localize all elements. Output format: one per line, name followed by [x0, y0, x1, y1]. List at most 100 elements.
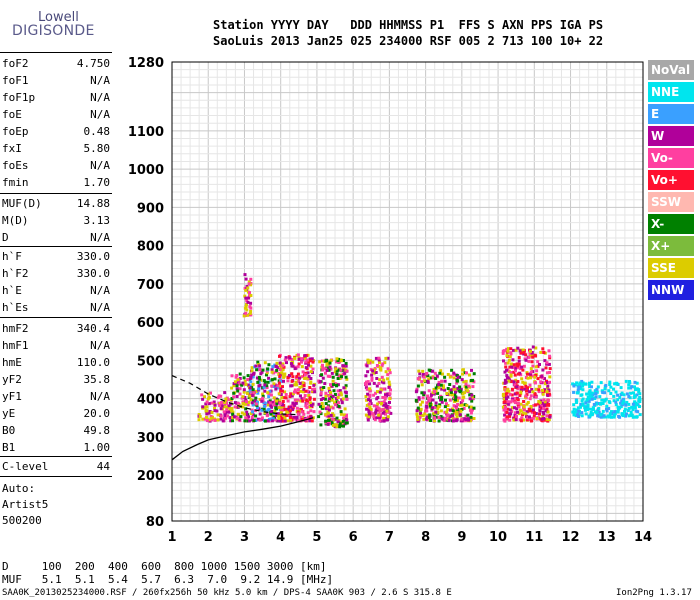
echo-point — [545, 390, 549, 394]
echo-point — [517, 412, 521, 416]
echo-point — [454, 390, 457, 394]
echo-point — [286, 379, 290, 383]
echo-point — [503, 400, 507, 404]
echo-point — [520, 365, 524, 369]
echo-point — [471, 396, 475, 400]
echo-point — [232, 395, 236, 399]
echo-point — [207, 411, 211, 415]
echo-point — [576, 388, 580, 392]
echo-point — [458, 385, 462, 389]
echo-point — [590, 397, 594, 401]
echo-point — [283, 419, 287, 423]
echo-point — [466, 413, 470, 417]
echo-point — [587, 399, 591, 403]
echo-point — [207, 402, 211, 406]
echo-point — [210, 418, 214, 422]
echo-point — [609, 392, 613, 395]
echo-point — [545, 361, 549, 365]
echo-point — [597, 410, 601, 414]
echo-point — [235, 384, 239, 388]
echo-point — [277, 372, 281, 376]
echo-point — [332, 383, 335, 387]
legend-item: SSW — [648, 192, 694, 212]
echo-point — [415, 387, 419, 391]
echo-point — [279, 387, 283, 391]
echo-point — [630, 413, 634, 417]
echo-point — [546, 381, 549, 384]
echo-point — [427, 416, 431, 420]
echo-point — [299, 394, 302, 398]
echo-point — [537, 390, 541, 394]
echo-point — [441, 372, 444, 376]
param-value: N/A — [90, 74, 110, 87]
echo-point — [431, 376, 435, 380]
echo-point — [326, 410, 330, 414]
echo-point — [252, 372, 255, 376]
echo-point — [574, 410, 578, 414]
echo-point — [518, 394, 522, 398]
echo-point — [548, 356, 552, 360]
echo-point — [608, 412, 612, 416]
echo-point — [573, 410, 577, 414]
echo-point — [273, 377, 277, 381]
echo-point — [514, 366, 517, 370]
echo-point — [284, 393, 288, 396]
echo-point — [293, 388, 297, 392]
echo-point — [244, 314, 248, 317]
echo-point — [516, 410, 520, 414]
echo-point — [250, 373, 254, 377]
echo-point — [266, 419, 270, 423]
echo-point — [529, 372, 532, 376]
echo-point — [244, 305, 248, 309]
echo-point — [344, 421, 348, 425]
echo-point — [638, 413, 642, 417]
echo-point — [265, 386, 269, 390]
echo-point — [526, 416, 530, 420]
echo-point — [613, 382, 617, 386]
echo-point — [333, 417, 337, 421]
echo-point — [250, 393, 254, 397]
echo-point — [235, 395, 239, 398]
echo-point — [591, 393, 595, 397]
y-tick-label: 1000 — [128, 163, 164, 178]
echo-point — [200, 393, 204, 397]
y-tick-label: 600 — [137, 316, 164, 331]
echo-point — [378, 418, 382, 422]
footer-muf: MUF 5.1 5.1 5.4 5.7 6.3 7.0 9.2 14.9 [MH… — [2, 573, 334, 586]
echo-point — [279, 419, 283, 423]
echo-point — [467, 384, 471, 388]
echo-point — [379, 366, 383, 370]
echo-point — [367, 410, 371, 413]
echo-point — [431, 406, 435, 410]
echo-point — [504, 392, 508, 396]
echo-point — [308, 401, 312, 405]
echo-point — [364, 386, 368, 390]
echo-point — [533, 392, 537, 396]
param-row: foE N/A — [2, 108, 110, 125]
echo-point — [462, 395, 466, 399]
echo-point — [607, 407, 611, 410]
echo-point — [429, 369, 432, 373]
echo-point — [291, 406, 295, 410]
param-row: yF2 35.8 — [2, 373, 110, 390]
echo-point — [311, 367, 315, 371]
echo-point — [503, 370, 507, 374]
echo-point — [248, 386, 252, 390]
echo-point — [364, 413, 368, 417]
echo-point — [431, 369, 435, 373]
echo-point — [301, 375, 305, 379]
echo-point — [244, 382, 248, 386]
echo-point — [236, 401, 240, 405]
echo-point — [254, 414, 258, 418]
echo-point — [448, 415, 452, 418]
echo-point — [385, 409, 389, 413]
echo-point — [428, 404, 432, 408]
echo-point — [236, 389, 240, 393]
echo-point — [228, 407, 232, 411]
param-value: 110.0 — [76, 356, 110, 369]
echo-point — [514, 369, 517, 373]
echo-point — [232, 382, 236, 386]
echo-point — [296, 391, 300, 395]
echo-point — [378, 361, 381, 364]
echo-point — [309, 377, 313, 380]
